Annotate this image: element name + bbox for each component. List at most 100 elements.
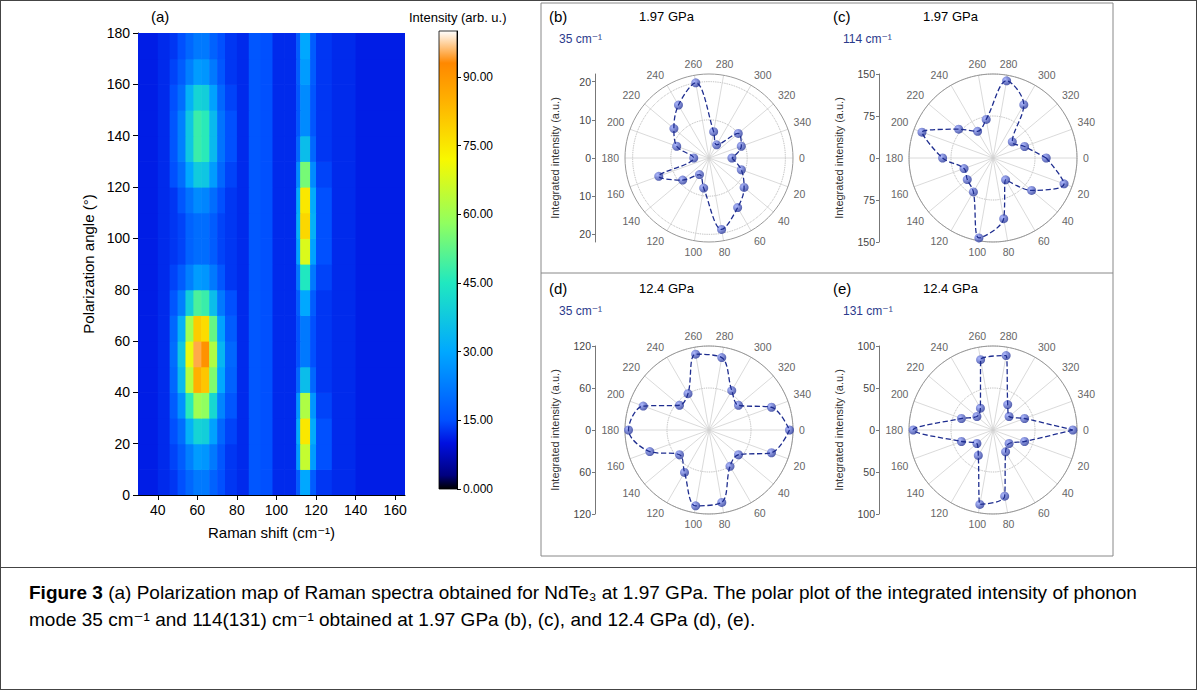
- svg-text:320: 320: [1062, 361, 1080, 373]
- svg-text:80: 80: [1003, 246, 1015, 258]
- svg-text:240: 240: [646, 341, 664, 353]
- svg-text:120: 120: [573, 340, 591, 352]
- svg-text:(c): (c): [833, 8, 851, 25]
- svg-text:340: 340: [1078, 116, 1096, 128]
- svg-text:40: 40: [778, 487, 790, 499]
- svg-text:20: 20: [1078, 460, 1090, 472]
- svg-text:60: 60: [754, 507, 766, 519]
- svg-text:0: 0: [1083, 424, 1089, 436]
- svg-text:150: 150: [857, 236, 875, 248]
- svg-text:340: 340: [1078, 388, 1096, 400]
- svg-text:80: 80: [229, 502, 245, 518]
- svg-text:40: 40: [1062, 215, 1074, 227]
- svg-text:100: 100: [107, 230, 131, 246]
- svg-text:240: 240: [646, 69, 664, 81]
- svg-text:80: 80: [1003, 518, 1015, 530]
- svg-text:300: 300: [1038, 341, 1056, 353]
- svg-text:300: 300: [754, 341, 772, 353]
- svg-text:340: 340: [794, 388, 812, 400]
- svg-text:160: 160: [607, 460, 625, 472]
- svg-text:160: 160: [891, 188, 909, 200]
- svg-text:140: 140: [907, 215, 925, 227]
- svg-text:0: 0: [122, 487, 130, 503]
- svg-text:140: 140: [623, 215, 641, 227]
- svg-text:100: 100: [969, 246, 987, 258]
- svg-text:35 cm⁻¹: 35 cm⁻¹: [559, 32, 602, 46]
- svg-text:50: 50: [863, 382, 875, 394]
- svg-text:10: 10: [579, 190, 591, 202]
- svg-text:280: 280: [716, 58, 734, 70]
- svg-text:280: 280: [1000, 330, 1018, 342]
- svg-text:60: 60: [1038, 507, 1050, 519]
- svg-text:120: 120: [930, 507, 948, 519]
- svg-text:100: 100: [265, 502, 289, 518]
- svg-text:20: 20: [794, 188, 806, 200]
- svg-text:100: 100: [685, 246, 703, 258]
- svg-text:120: 120: [930, 235, 948, 247]
- svg-text:1.97 GPa: 1.97 GPa: [639, 9, 695, 24]
- svg-text:60: 60: [754, 235, 766, 247]
- svg-text:0.000: 0.000: [463, 482, 493, 496]
- svg-text:140: 140: [344, 502, 368, 518]
- svg-text:20: 20: [1078, 188, 1090, 200]
- svg-text:60: 60: [579, 382, 591, 394]
- svg-text:120: 120: [107, 179, 131, 195]
- svg-text:(a): (a): [151, 8, 169, 25]
- svg-text:60: 60: [190, 502, 206, 518]
- svg-text:114 cm⁻¹: 114 cm⁻¹: [843, 32, 892, 46]
- svg-text:220: 220: [907, 361, 925, 373]
- svg-text:(d): (d): [549, 280, 567, 297]
- svg-text:240: 240: [930, 341, 948, 353]
- svg-text:(b): (b): [549, 8, 567, 25]
- svg-text:35 cm⁻¹: 35 cm⁻¹: [559, 304, 602, 318]
- svg-text:100: 100: [857, 340, 875, 352]
- svg-text:15.00: 15.00: [463, 413, 493, 427]
- svg-text:300: 300: [1038, 69, 1056, 81]
- svg-text:Intensity (arb. u.): Intensity (arb. u.): [409, 10, 507, 25]
- svg-text:140: 140: [907, 487, 925, 499]
- svg-text:0: 0: [799, 424, 805, 436]
- svg-text:0: 0: [1083, 152, 1089, 164]
- svg-text:12.4 GPa: 12.4 GPa: [639, 281, 695, 296]
- svg-text:320: 320: [778, 89, 796, 101]
- svg-text:0: 0: [869, 424, 875, 436]
- svg-text:Integrated intensity (a.u.): Integrated intensity (a.u.): [549, 97, 561, 219]
- svg-text:280: 280: [1000, 58, 1018, 70]
- svg-text:300: 300: [754, 69, 772, 81]
- svg-text:140: 140: [623, 487, 641, 499]
- svg-text:Integrated intensity (a.u.): Integrated intensity (a.u.): [833, 97, 845, 219]
- svg-text:1.97 GPa: 1.97 GPa: [923, 9, 979, 24]
- svg-text:0: 0: [869, 152, 875, 164]
- svg-text:120: 120: [573, 508, 591, 520]
- svg-text:40: 40: [150, 502, 166, 518]
- svg-text:100: 100: [857, 508, 875, 520]
- svg-text:160: 160: [891, 460, 909, 472]
- svg-text:45.00: 45.00: [463, 276, 493, 290]
- svg-text:0: 0: [585, 424, 591, 436]
- svg-text:100: 100: [969, 518, 987, 530]
- svg-text:180: 180: [885, 152, 903, 164]
- svg-text:50: 50: [863, 466, 875, 478]
- svg-text:320: 320: [778, 361, 796, 373]
- svg-text:120: 120: [646, 507, 664, 519]
- svg-text:Integrated intensity (a.u.): Integrated intensity (a.u.): [549, 369, 561, 491]
- svg-text:260: 260: [685, 58, 703, 70]
- svg-text:Raman shift (cm⁻¹): Raman shift (cm⁻¹): [208, 524, 335, 541]
- svg-text:120: 120: [304, 502, 328, 518]
- svg-text:80: 80: [114, 282, 130, 298]
- svg-text:200: 200: [891, 116, 909, 128]
- svg-text:200: 200: [891, 388, 909, 400]
- svg-text:20: 20: [579, 228, 591, 240]
- svg-text:Polarization angle (°): Polarization angle (°): [80, 194, 97, 333]
- svg-text:60: 60: [579, 466, 591, 478]
- svg-text:260: 260: [685, 330, 703, 342]
- svg-text:60: 60: [114, 333, 130, 349]
- svg-text:131 cm⁻¹: 131 cm⁻¹: [843, 304, 893, 318]
- svg-text:75: 75: [863, 194, 875, 206]
- svg-text:200: 200: [607, 116, 625, 128]
- svg-text:160: 160: [607, 188, 625, 200]
- svg-text:120: 120: [646, 235, 664, 247]
- svg-text:180: 180: [601, 424, 619, 436]
- svg-text:80: 80: [719, 246, 731, 258]
- svg-text:220: 220: [623, 361, 641, 373]
